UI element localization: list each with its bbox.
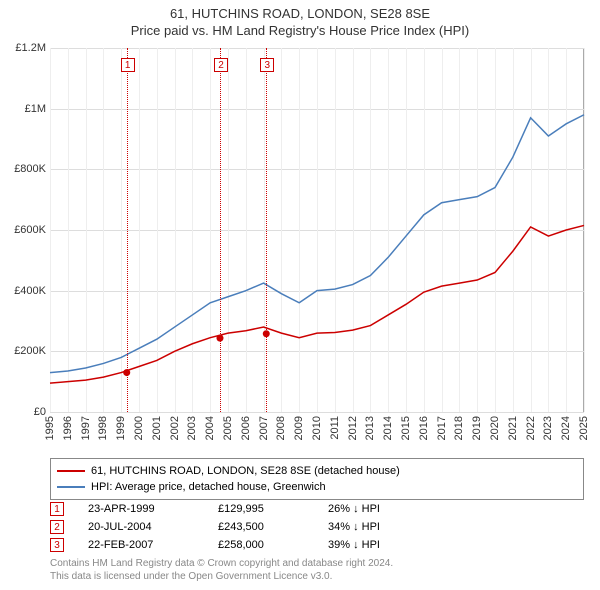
- chart-title-address: 61, HUTCHINS ROAD, LONDON, SE28 8SE: [0, 6, 600, 21]
- title-block: 61, HUTCHINS ROAD, LONDON, SE28 8SE Pric…: [0, 0, 600, 38]
- legend-swatch: [57, 470, 85, 472]
- x-tick-label: 2022: [525, 416, 537, 440]
- transaction-marker: 2: [220, 48, 221, 412]
- x-tick-label: 1996: [62, 416, 74, 440]
- x-tick-label: 2023: [542, 416, 554, 440]
- transaction-row-number: 2: [50, 520, 64, 534]
- x-tick-label: 1998: [97, 416, 109, 440]
- x-tick-label: 2025: [578, 416, 590, 440]
- y-tick-label: £400K: [14, 285, 46, 297]
- x-tick-label: 2009: [293, 416, 305, 440]
- transaction-price: £129,995: [218, 503, 328, 515]
- x-tick-label: 2001: [151, 416, 163, 440]
- transaction-price: £258,000: [218, 539, 328, 551]
- y-tick-label: £1.2M: [15, 42, 46, 54]
- x-tick-label: 2010: [311, 416, 323, 440]
- x-tick-label: 2019: [471, 416, 483, 440]
- footer-attribution: Contains HM Land Registry data © Crown c…: [50, 558, 584, 583]
- y-tick-label: £600K: [14, 224, 46, 236]
- transaction-delta: 26% ↓ HPI: [328, 503, 448, 515]
- transaction-row: 2 20-JUL-2004£243,50034% ↓ HPI: [50, 518, 584, 536]
- gridline-v: [584, 48, 585, 412]
- x-tick-label: 2007: [258, 416, 270, 440]
- legend: 61, HUTCHINS ROAD, LONDON, SE28 8SE (det…: [50, 458, 584, 500]
- x-axis: 1995199619971998199920002001200220032004…: [50, 412, 584, 452]
- x-tick-label: 2002: [169, 416, 181, 440]
- transaction-date: 22-FEB-2007: [88, 539, 218, 551]
- x-tick-label: 2017: [436, 416, 448, 440]
- figure-root: 61, HUTCHINS ROAD, LONDON, SE28 8SE Pric…: [0, 0, 600, 590]
- chart-svg: [50, 48, 584, 412]
- footer-line2: This data is licensed under the Open Gov…: [50, 571, 584, 584]
- transaction-marker-number: 3: [260, 58, 274, 72]
- x-tick-label: 2003: [186, 416, 198, 440]
- transaction-marker-number: 2: [214, 58, 228, 72]
- x-tick-label: 2018: [453, 416, 465, 440]
- chart-subtitle: Price paid vs. HM Land Registry's House …: [0, 23, 600, 38]
- transaction-row-number: 3: [50, 538, 64, 552]
- x-tick-label: 2021: [507, 416, 519, 440]
- x-tick-label: 2015: [400, 416, 412, 440]
- x-tick-label: 2012: [347, 416, 359, 440]
- x-tick-label: 2008: [275, 416, 287, 440]
- series-line-property: [50, 225, 584, 383]
- x-tick-label: 2013: [364, 416, 376, 440]
- transaction-row-number: 1: [50, 502, 64, 516]
- x-tick-label: 2000: [133, 416, 145, 440]
- x-tick-label: 1995: [44, 416, 56, 440]
- transaction-marker: 3: [266, 48, 267, 412]
- x-tick-label: 1997: [80, 416, 92, 440]
- plot-area: 123: [50, 48, 584, 412]
- transaction-row: 1 23-APR-1999£129,99526% ↓ HPI: [50, 500, 584, 518]
- transactions-table: 1 23-APR-1999£129,99526% ↓ HPI 2 20-JUL-200…: [50, 500, 584, 554]
- legend-label: 61, HUTCHINS ROAD, LONDON, SE28 8SE (det…: [91, 465, 400, 477]
- transaction-row: 3 22-FEB-2007£258,00039% ↓ HPI: [50, 536, 584, 554]
- y-tick-label: £1M: [25, 103, 46, 115]
- transaction-marker-number: 1: [121, 58, 135, 72]
- transaction-date: 20-JUL-2004: [88, 521, 218, 533]
- legend-row: 61, HUTCHINS ROAD, LONDON, SE28 8SE (det…: [57, 463, 577, 479]
- x-tick-label: 2006: [240, 416, 252, 440]
- transaction-delta: 34% ↓ HPI: [328, 521, 448, 533]
- x-tick-label: 2011: [329, 416, 341, 440]
- legend-swatch: [57, 486, 85, 488]
- x-tick-label: 2016: [418, 416, 430, 440]
- footer-line1: Contains HM Land Registry data © Crown c…: [50, 558, 584, 571]
- legend-label: HPI: Average price, detached house, Gree…: [91, 481, 326, 493]
- transaction-delta: 39% ↓ HPI: [328, 539, 448, 551]
- x-tick-label: 2004: [204, 416, 216, 440]
- x-tick-label: 2014: [382, 416, 394, 440]
- y-axis: £0£200K£400K£600K£800K£1M£1.2M: [10, 48, 50, 412]
- transaction-marker: 1: [127, 48, 128, 412]
- x-tick-label: 1999: [115, 416, 127, 440]
- y-tick-label: £200K: [14, 345, 46, 357]
- transaction-price: £243,500: [218, 521, 328, 533]
- x-tick-label: 2020: [489, 416, 501, 440]
- transaction-date: 23-APR-1999: [88, 503, 218, 515]
- x-tick-label: 2024: [560, 416, 572, 440]
- legend-row: HPI: Average price, detached house, Gree…: [57, 479, 577, 495]
- x-tick-label: 2005: [222, 416, 234, 440]
- y-tick-label: £800K: [14, 163, 46, 175]
